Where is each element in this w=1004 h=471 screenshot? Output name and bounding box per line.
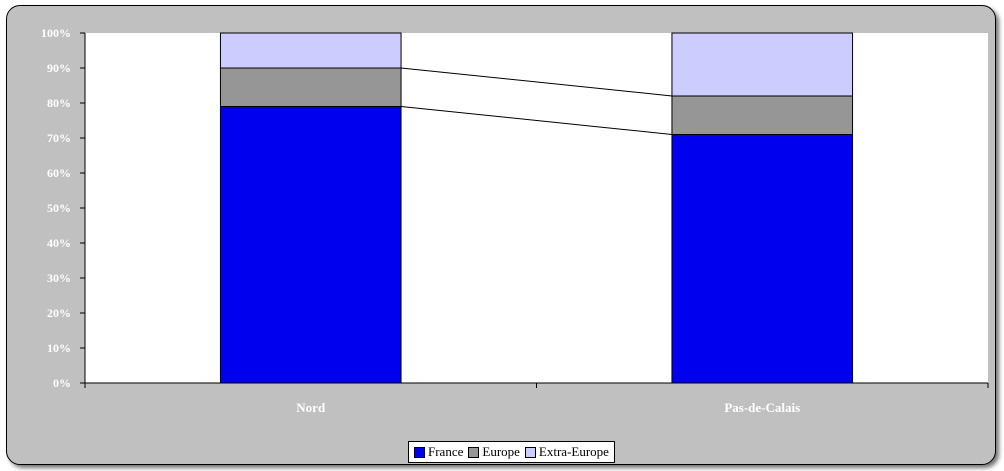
y-tick-label: 20%	[47, 306, 71, 320]
x-tick-label: Pas-de-Calais	[724, 400, 800, 415]
y-tick-label: 30%	[47, 271, 71, 285]
bar-france-nord	[219, 106, 402, 384]
y-tick-label: 60%	[47, 166, 71, 180]
bar-extra-europe-pas-de-calais	[671, 32, 854, 97]
series-lines	[400, 67, 673, 135]
y-tick-label: 40%	[47, 236, 71, 250]
legend-item: France	[414, 444, 463, 460]
bar-extra-europe-nord	[219, 32, 402, 69]
legend-item: Extra-Europe	[524, 444, 609, 460]
legend-swatch	[468, 446, 480, 458]
y-axis: 0% 10% 20% 30% 40% 50% 60% 70% 80% 90% 100%	[41, 26, 86, 390]
bar-europe-pas-de-calais	[671, 95, 854, 135]
bars	[219, 32, 854, 384]
legend-label: Europe	[482, 444, 520, 459]
legend: France Europe Extra-Europe	[408, 441, 615, 463]
y-tick-label: 100%	[41, 26, 71, 40]
legend-swatch	[524, 446, 536, 458]
y-tick-label: 50%	[47, 201, 71, 215]
x-tick-label: Nord	[296, 400, 326, 415]
legend-item: Europe	[468, 444, 520, 460]
y-tick-label: 90%	[47, 61, 71, 75]
y-tick-label: 70%	[47, 131, 71, 145]
y-tick-label: 0%	[53, 376, 71, 390]
x-axis: Nord Pas-de-Calais	[84, 382, 989, 415]
series-line	[400, 106, 673, 135]
series-line	[400, 67, 673, 97]
bar-france-pas-de-calais	[671, 134, 854, 384]
legend-swatch	[414, 446, 425, 458]
y-tick-label: 80%	[47, 96, 71, 110]
bar-europe-nord	[219, 67, 402, 107]
y-tick-label: 10%	[47, 341, 71, 355]
legend-label: Extra-Europe	[538, 444, 609, 459]
legend-label: France	[428, 444, 464, 459]
